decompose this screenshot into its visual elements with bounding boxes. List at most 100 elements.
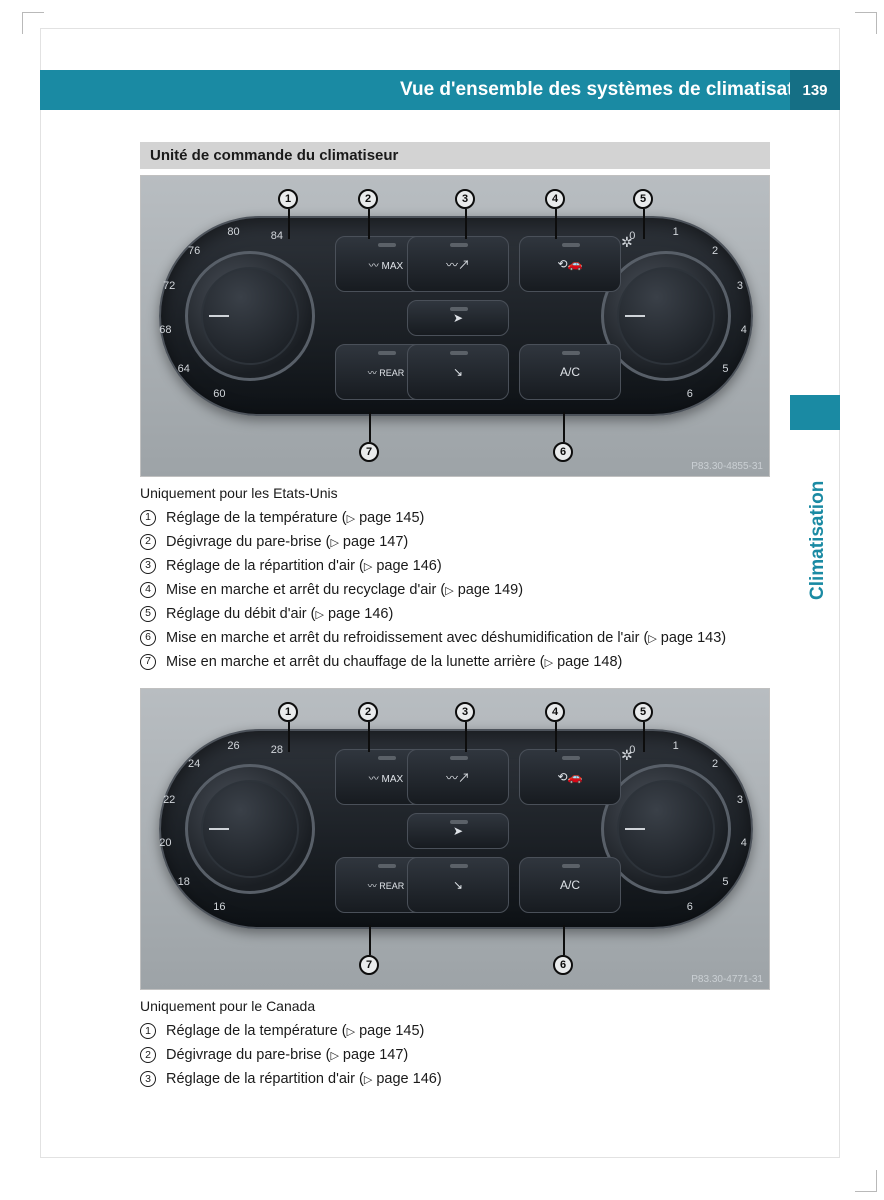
dial-scale-label: 4 (741, 837, 747, 849)
dial-scale-label: 2 (712, 758, 718, 770)
legend-item-number: 1 (140, 1023, 156, 1039)
dial-scale-label: 80 (227, 226, 239, 238)
callout-7: 7 (359, 955, 379, 975)
dial-scale-label: 6 (687, 388, 693, 400)
legend-item-number: 2 (140, 1047, 156, 1063)
legend-item-number: 4 (140, 582, 156, 598)
callout-line (563, 925, 565, 955)
page-title: Vue d'ensemble des systèmes de climatisa… (400, 79, 822, 101)
callout-5: 5 (633, 702, 653, 722)
legend-item-text: Réglage de la température (▷ page 145) (166, 1020, 424, 1044)
page-header: Vue d'ensemble des systèmes de climatisa… (40, 70, 840, 110)
legend-item-number: 6 (140, 630, 156, 646)
legend-item-text: Réglage de la température (▷ page 145) (166, 507, 424, 531)
airflow-top-button[interactable]: 〰↗ (407, 236, 509, 292)
dial-scale-label: 5 (722, 876, 728, 888)
recirculate-button[interactable]: ⟲🚗 (519, 236, 621, 292)
dial-scale-label: 3 (737, 794, 743, 806)
airflow-face-button[interactable]: ➤ (407, 813, 509, 849)
callout-line (288, 209, 290, 239)
dial-scale-label: 84 (271, 230, 283, 242)
dial-scale-label: 16 (213, 901, 225, 913)
dial-scale-label: 26 (227, 740, 239, 752)
dial-scale-label: 5 (722, 363, 728, 375)
side-tab-label: Climatisation (803, 430, 833, 600)
legend-item: 5Réglage du débit d'air (▷ page 146) (140, 603, 770, 627)
fan-icon: ✲ (621, 747, 633, 764)
crop-mark (855, 1170, 877, 1192)
legend-item-number: 3 (140, 558, 156, 574)
legend-item: 2 Dégivrage du pare-brise (▷ page 147) (140, 1044, 770, 1068)
dial-scale-label: 60 (213, 388, 225, 400)
legend-item-text: Dégivrage du pare-brise (▷ page 147) (166, 1044, 408, 1068)
callout-line (563, 412, 565, 442)
callout-2: 2 (358, 189, 378, 209)
climate-panel-ca: 〰 MAX 〰↗ ⟲🚗 ➤ 〰 REAR ↘ A/C 2826242220181… (140, 688, 770, 990)
dial-scale-label: 18 (178, 876, 190, 888)
airflow-feet-button[interactable]: ↘ (407, 344, 509, 400)
callout-4: 4 (545, 702, 565, 722)
airflow-top-button[interactable]: 〰↗ (407, 749, 509, 805)
ac-button[interactable]: A/C (519, 857, 621, 913)
callout-6: 6 (553, 442, 573, 462)
section-title: Unité de commande du climatiseur (140, 142, 770, 169)
recirculate-button[interactable]: ⟲🚗 (519, 749, 621, 805)
ac-button[interactable]: A/C (519, 344, 621, 400)
legend-item: 6 Mise en marche et arrêt du refroidissem… (140, 627, 770, 651)
callout-line (368, 722, 370, 752)
callout-line (643, 209, 645, 239)
dial-scale-label: 24 (188, 758, 200, 770)
dial-scale-label: 3 (737, 280, 743, 292)
dial-scale-label: 76 (188, 245, 200, 257)
legend-item: 2 Dégivrage du pare-brise (▷ page 147) (140, 531, 770, 555)
legend-item-number: 7 (140, 654, 156, 670)
dial-scale-label: 22 (163, 794, 175, 806)
callout-1: 1 (278, 702, 298, 722)
image-code: P83.30-4855-31 (691, 461, 763, 472)
callout-3: 3 (455, 189, 475, 209)
panel-body: 〰 MAX 〰↗ ⟲🚗 ➤ 〰 REAR ↘ A/C 8480767268646… (159, 216, 753, 416)
legend-item: 1 Réglage de la température (▷ page 145) (140, 1020, 770, 1044)
callout-7: 7 (359, 442, 379, 462)
dial-scale-label: 1 (673, 226, 679, 238)
airflow-feet-button[interactable]: ↘ (407, 857, 509, 913)
legend-item-text: Dégivrage du pare-brise (▷ page 147) (166, 531, 408, 555)
legend-item: 4 Mise en marche et arrêt du recyclage d'… (140, 579, 770, 603)
legend-item-text: Mise en marche et arrêt du recyclage d'a… (166, 579, 523, 603)
legend-item: 3 Réglage de la répartition d'air (▷ page… (140, 555, 770, 579)
legend-item: 3Réglage de la répartition d'air (▷ page… (140, 1068, 770, 1092)
callout-line (368, 209, 370, 239)
dial-scale-label: 28 (271, 744, 283, 756)
legend-item: 7Mise en marche et arrêt du chauffage de… (140, 651, 770, 675)
airflow-face-button[interactable]: ➤ (407, 300, 509, 336)
legend-item-number: 5 (140, 606, 156, 622)
panel-body: 〰 MAX 〰↗ ⟲🚗 ➤ 〰 REAR ↘ A/C 2826242220181… (159, 729, 753, 929)
legend-item-number: 2 (140, 534, 156, 550)
callout-line (465, 722, 467, 752)
callout-5: 5 (633, 189, 653, 209)
callout-line (465, 209, 467, 239)
temperature-dial[interactable] (185, 764, 315, 894)
temperature-dial[interactable] (185, 251, 315, 381)
callout-line (643, 722, 645, 752)
dial-scale-label: 68 (159, 324, 171, 336)
dial-scale-label: 20 (159, 837, 171, 849)
content: Unité de commande du climatiseur 〰 MAX 〰… (140, 142, 770, 1092)
dial-scale-label: 1 (673, 740, 679, 752)
side-tab (790, 395, 840, 430)
callout-line (288, 722, 290, 752)
callout-line (555, 722, 557, 752)
dial-scale-label: 6 (687, 901, 693, 913)
callout-4: 4 (545, 189, 565, 209)
legend-item-text: Réglage de la répartition d'air (▷ page … (166, 555, 442, 579)
dial-scale-label: 4 (741, 324, 747, 336)
dial-scale-label: 72 (163, 280, 175, 292)
callout-2: 2 (358, 702, 378, 722)
climate-panel-us: 〰 MAX 〰↗ ⟲🚗 ➤ 〰 REAR ↘ A/C 8480767268646… (140, 175, 770, 477)
legend-item-text: Mise en marche et arrêt du refroidisseme… (166, 627, 726, 651)
fan-icon: ✲ (621, 234, 633, 251)
image-code: P83.30-4771-31 (691, 974, 763, 985)
callout-3: 3 (455, 702, 475, 722)
dial-scale-label: 2 (712, 245, 718, 257)
legend-list-ca: 1Réglage de la température (▷ page 145)2… (140, 1020, 770, 1092)
